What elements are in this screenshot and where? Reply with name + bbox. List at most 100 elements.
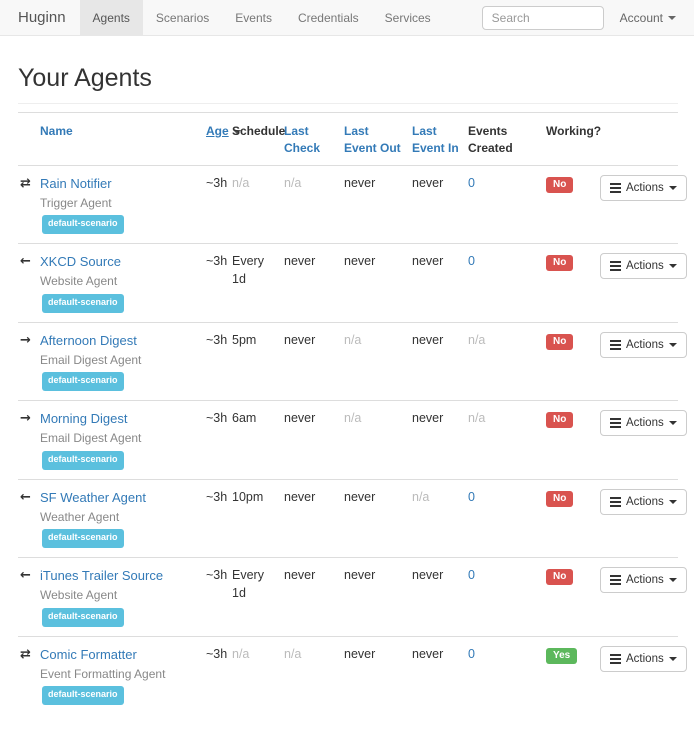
actions-button-label: Actions bbox=[626, 417, 664, 430]
brand-logo[interactable]: Huginn bbox=[18, 9, 66, 26]
actions-button-label: Actions bbox=[626, 574, 664, 587]
list-icon bbox=[610, 653, 621, 664]
caret-down-icon bbox=[668, 656, 677, 661]
agent-subtitle: Weather Agent default-scenario bbox=[40, 508, 198, 549]
agent-row: ⇄ Comic Formatter Event Formatting Agent… bbox=[18, 635, 687, 715]
agent-row: ← XKCD Source Website Agent default-scen… bbox=[18, 243, 687, 323]
actions-button[interactable]: Actions bbox=[600, 253, 687, 280]
scenario-badge[interactable]: default-scenario bbox=[42, 686, 124, 706]
agent-row: ⇄ Rain Notifier Trigger Agent default-sc… bbox=[18, 164, 687, 244]
agent-age: ~3h bbox=[206, 635, 232, 715]
agent-last-event-out: n/a bbox=[344, 321, 412, 401]
scenario-badge[interactable]: default-scenario bbox=[42, 372, 124, 392]
agent-row: ← iTunes Trailer Source Website Agent de… bbox=[18, 557, 687, 637]
transfer-icon: ⇄ bbox=[20, 646, 31, 662]
agent-age: ~3h bbox=[206, 243, 232, 323]
search-input[interactable] bbox=[481, 5, 604, 30]
agent-name-link[interactable]: SF Weather Agent bbox=[40, 489, 146, 505]
working-badge: No bbox=[546, 333, 574, 350]
scenario-badge[interactable]: default-scenario bbox=[42, 450, 124, 470]
list-icon bbox=[610, 339, 621, 350]
agent-schedule: n/a bbox=[232, 635, 284, 715]
col-header-name[interactable]: Name bbox=[40, 112, 206, 166]
arrow-left-icon: ← bbox=[20, 568, 31, 584]
agent-last-event-in: never bbox=[412, 321, 468, 401]
scenario-badge[interactable]: default-scenario bbox=[42, 293, 124, 313]
working-badge: No bbox=[546, 255, 574, 272]
agent-last-event-in: never bbox=[412, 243, 468, 323]
agent-subtitle: Email Digest Agent default-scenario bbox=[40, 351, 198, 392]
nav-item-scenarios[interactable]: Scenarios bbox=[155, 11, 210, 25]
col-header-actions bbox=[600, 112, 678, 166]
arrow-left-icon: ← bbox=[20, 254, 31, 270]
actions-button[interactable]: Actions bbox=[600, 645, 687, 672]
working-badge: No bbox=[546, 412, 574, 429]
agent-type-label: Email Digest Agent bbox=[40, 431, 142, 446]
events-created-link[interactable]: 0 bbox=[468, 568, 475, 583]
scenario-badge[interactable]: default-scenario bbox=[42, 529, 124, 549]
col-header-last-event-out[interactable]: Last Event Out bbox=[344, 112, 412, 166]
actions-button[interactable]: Actions bbox=[600, 567, 687, 594]
caret-down-icon bbox=[668, 15, 676, 20]
agent-name-link[interactable]: Comic Formatter bbox=[40, 646, 137, 662]
events-created-link: n/a bbox=[468, 332, 486, 347]
agent-subtitle: Website Agent default-scenario bbox=[40, 272, 198, 313]
col-header-last-event-in[interactable]: Last Event In bbox=[412, 112, 468, 166]
caret-down-icon bbox=[668, 421, 677, 426]
events-created-link[interactable]: 0 bbox=[468, 254, 475, 269]
nav-item-agents[interactable]: Agents bbox=[79, 0, 143, 35]
events-created-link: n/a bbox=[468, 411, 486, 426]
agent-last-event-in: n/a bbox=[412, 478, 468, 558]
agent-name-link[interactable]: XKCD Source bbox=[40, 254, 121, 270]
account-label: Account bbox=[619, 10, 663, 25]
agent-name-link[interactable]: Afternoon Digest bbox=[40, 332, 137, 348]
agent-age: ~3h bbox=[206, 321, 232, 401]
agent-subtitle: Website Agent default-scenario bbox=[40, 586, 198, 627]
nav-item-credentials[interactable]: Credentials bbox=[297, 11, 359, 25]
agent-age: ~3h bbox=[206, 478, 232, 558]
agent-name-link[interactable]: Rain Notifier bbox=[40, 175, 112, 191]
caret-down-icon bbox=[668, 342, 677, 347]
actions-button-label: Actions bbox=[626, 338, 664, 351]
age-sort-label: Age bbox=[206, 124, 229, 138]
agent-last-event-out: n/a bbox=[344, 400, 412, 480]
events-created-link[interactable]: 0 bbox=[468, 489, 475, 504]
events-created-link[interactable]: 0 bbox=[468, 646, 475, 661]
actions-button[interactable]: Actions bbox=[600, 410, 687, 437]
actions-button-label: Actions bbox=[626, 181, 664, 194]
working-badge: No bbox=[546, 176, 574, 193]
events-created-link[interactable]: 0 bbox=[468, 175, 475, 190]
agent-type-label: Website Agent bbox=[40, 274, 118, 289]
agent-name-link[interactable]: iTunes Trailer Source bbox=[40, 568, 164, 584]
agent-last-event-out: never bbox=[344, 478, 412, 558]
agents-table: Name Age Schedule Last Check Last Event … bbox=[18, 112, 687, 715]
table-header-row: Name Age Schedule Last Check Last Event … bbox=[18, 112, 678, 166]
col-header-events-created: Events Created bbox=[468, 112, 546, 166]
agent-subtitle: Event Formatting Agent default-scenario bbox=[40, 665, 198, 706]
list-icon bbox=[610, 261, 621, 272]
navbar: Huginn Agents Scenarios Events Credentia… bbox=[0, 0, 694, 36]
agent-schedule: Every 1d bbox=[232, 557, 284, 637]
agent-type-label: Email Digest Agent bbox=[40, 352, 142, 367]
agent-last-check: n/a bbox=[284, 635, 344, 715]
working-badge: Yes bbox=[546, 647, 578, 664]
agents-table-body: ⇄ Rain Notifier Trigger Agent default-sc… bbox=[18, 164, 687, 715]
caret-down-icon bbox=[668, 264, 677, 269]
nav-item-services[interactable]: Services bbox=[384, 11, 431, 25]
actions-button[interactable]: Actions bbox=[600, 174, 687, 201]
col-header-working: Working? bbox=[546, 112, 601, 166]
actions-button[interactable]: Actions bbox=[600, 331, 687, 358]
col-header-age[interactable]: Age bbox=[206, 112, 241, 166]
agent-row: ← SF Weather Agent Weather Agent default… bbox=[18, 478, 687, 558]
col-header-last-check[interactable]: Last Check bbox=[284, 112, 344, 166]
agent-name-link[interactable]: Morning Digest bbox=[40, 411, 128, 427]
scenario-badge[interactable]: default-scenario bbox=[42, 607, 124, 627]
list-icon bbox=[610, 182, 621, 193]
scenario-badge[interactable]: default-scenario bbox=[42, 215, 124, 235]
agent-last-event-in: never bbox=[412, 400, 468, 480]
account-dropdown[interactable]: Account bbox=[604, 0, 694, 36]
nav-item-events[interactable]: Events bbox=[235, 11, 272, 25]
agent-last-check: never bbox=[284, 321, 344, 401]
transfer-icon: ⇄ bbox=[20, 175, 31, 191]
agent-schedule: 5pm bbox=[232, 321, 284, 401]
